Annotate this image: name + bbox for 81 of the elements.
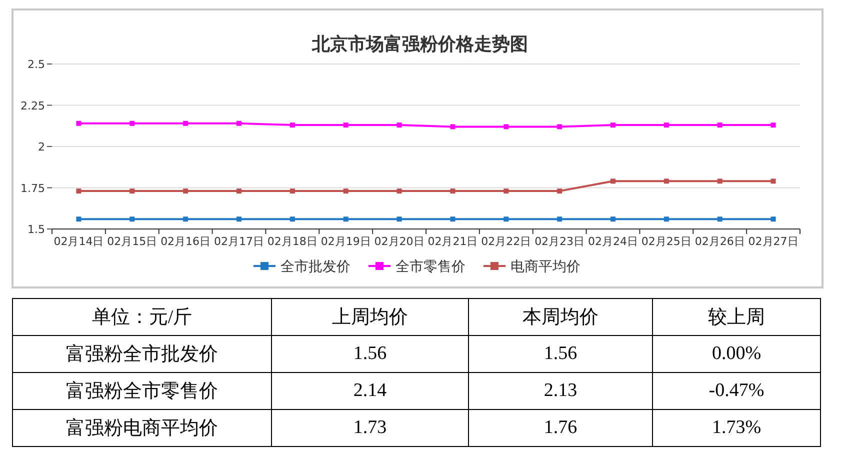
point	[450, 216, 456, 222]
x-tick-label: 02月14日	[54, 235, 104, 248]
point	[236, 188, 242, 194]
x-tick-label: 02月22日	[481, 235, 532, 248]
point	[130, 216, 135, 222]
point	[343, 122, 348, 128]
x-tick-label: 02月16日	[160, 235, 211, 248]
text: 单位：元/斤	[12, 298, 272, 336]
legend-label: 全市零售价	[396, 259, 466, 275]
point	[396, 216, 402, 222]
point	[664, 216, 669, 222]
text: 富强粉全市批发价	[12, 336, 272, 372]
point	[664, 122, 669, 128]
text: 2.14	[272, 372, 468, 410]
point	[717, 178, 722, 184]
point	[76, 120, 82, 126]
point	[770, 216, 776, 222]
text: 较上周	[652, 298, 820, 336]
point	[76, 188, 82, 194]
point	[236, 120, 242, 126]
point	[343, 216, 348, 222]
x-tick-label: 02月27日	[748, 235, 798, 248]
x-tick-label: 02月21日	[428, 235, 478, 248]
x-tick-label: 02月24日	[588, 235, 638, 248]
point	[236, 216, 242, 222]
legend-label: 电商平均价	[510, 259, 580, 275]
point	[396, 122, 402, 128]
text: 0.00%	[652, 336, 820, 372]
y-tick-label: 2.5	[28, 58, 45, 71]
text: 本周均价	[468, 298, 652, 336]
text: 1.56	[272, 336, 468, 372]
x-tick-label: 02月23日	[534, 235, 585, 248]
y-tick-label: 2.25	[20, 99, 45, 112]
y-tick-label: 2	[38, 140, 45, 154]
point	[76, 216, 82, 222]
point	[183, 188, 188, 194]
point	[717, 216, 722, 222]
point	[450, 124, 456, 130]
point	[557, 216, 562, 222]
chart-title: 北京市场富强粉价格走势图	[311, 34, 528, 55]
point	[343, 188, 348, 194]
point	[557, 188, 562, 194]
x-tick-label: 02月20日	[374, 235, 424, 248]
y-tick-label: 1.5	[28, 223, 45, 236]
point	[130, 188, 135, 194]
x-tick-label: 02月26日	[694, 235, 745, 248]
point	[610, 216, 616, 222]
legend-label: 全市批发价	[280, 259, 350, 275]
point	[290, 122, 295, 128]
point	[290, 216, 295, 222]
text: 2.13	[468, 372, 652, 410]
x-tick-label: 02月25日	[641, 235, 692, 248]
point	[396, 188, 402, 194]
point	[610, 122, 616, 128]
point	[664, 178, 669, 184]
point	[610, 178, 616, 184]
text: 1.73%	[652, 410, 820, 446]
text: -0.47%	[652, 372, 820, 410]
point	[770, 178, 776, 184]
x-tick-label: 02月19日	[320, 235, 371, 248]
point	[770, 122, 776, 128]
point	[504, 188, 509, 194]
text: 1.76	[468, 410, 652, 446]
point	[183, 120, 188, 126]
text: 1.56	[468, 336, 652, 372]
x-tick-label: 02月15日	[107, 235, 158, 248]
point	[290, 188, 295, 194]
text: 上周均价	[272, 298, 468, 336]
point	[504, 216, 509, 222]
point	[504, 124, 509, 130]
point	[717, 122, 722, 128]
point	[450, 188, 456, 194]
x-tick-label: 02月17日	[214, 235, 264, 248]
point	[557, 124, 562, 130]
text: 富强粉全市零售价	[12, 372, 272, 410]
y-tick-label: 1.75	[20, 182, 45, 195]
text: 富强粉电商平均价	[12, 410, 272, 446]
x-tick-label: 02月18日	[267, 235, 318, 248]
point	[130, 120, 135, 126]
point	[183, 216, 188, 222]
text: 1.73	[272, 410, 468, 446]
